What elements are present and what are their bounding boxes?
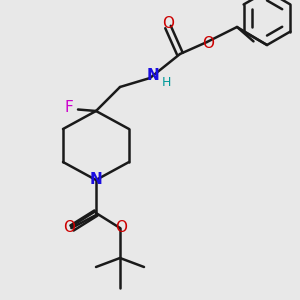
Text: H: H [162, 76, 171, 89]
Text: N: N [90, 172, 102, 188]
Text: O: O [202, 36, 214, 51]
Text: O: O [162, 16, 174, 32]
Text: F: F [64, 100, 74, 116]
Text: N: N [147, 68, 159, 82]
Text: O: O [116, 220, 128, 236]
Text: O: O [63, 220, 75, 236]
